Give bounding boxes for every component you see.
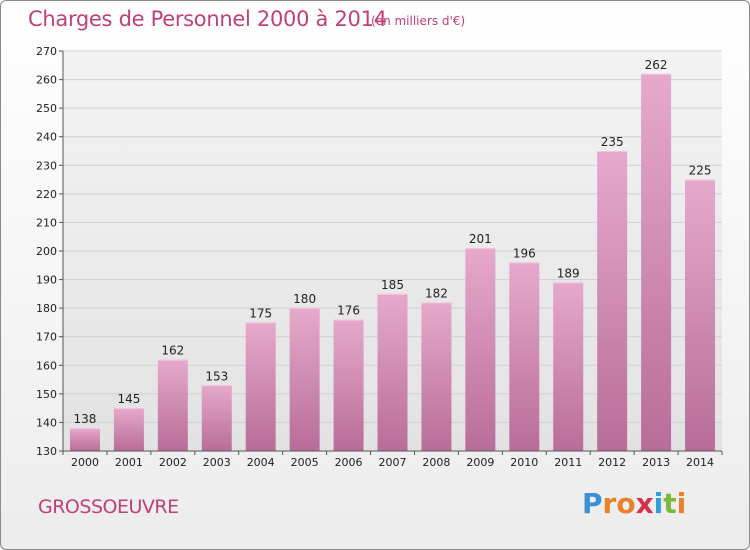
data-label: 182: [425, 286, 448, 300]
data-label: 201: [469, 232, 492, 246]
axes: [62, 51, 723, 455]
data-label: 235: [601, 135, 624, 149]
data-label: 180: [293, 292, 316, 306]
bar-2000: [69, 428, 100, 451]
bar-2013: [641, 73, 672, 451]
y-tick-label: 270: [36, 45, 57, 58]
chart-subtitle: (en milliers d'€): [371, 14, 466, 28]
bar-2014: [685, 179, 716, 452]
bar-2005: [289, 308, 320, 451]
bar-2012: [597, 151, 628, 451]
x-tick-label: 2014: [686, 456, 714, 469]
y-tick-label: 190: [36, 274, 57, 287]
commune-name: GROSSOEUVRE: [38, 496, 179, 518]
y-tick-label: 210: [36, 216, 57, 229]
x-tick-label: 2013: [642, 456, 670, 469]
y-tick-labels: 130 140 150 160 170 180 190 200 210 220 230 240 250 2…: [36, 45, 57, 458]
y-tick-label: 160: [36, 359, 57, 372]
bar-2011: [553, 282, 584, 451]
data-label: 145: [117, 392, 140, 406]
y-tick-label: 220: [36, 188, 57, 201]
logo-letter: o: [616, 487, 636, 520]
y-tick-label: 260: [36, 74, 57, 87]
logo-letter: r: [602, 487, 617, 520]
y-tick-label: 140: [36, 416, 57, 429]
data-label: 153: [205, 369, 228, 383]
bar-2008: [421, 302, 452, 451]
y-tick-label: 230: [36, 159, 57, 172]
x-tick-label: 2007: [379, 456, 407, 469]
bar-2001: [113, 408, 144, 451]
x-tick-label: 2006: [335, 456, 363, 469]
y-tick-label: 130: [36, 445, 57, 458]
bar-2004: [245, 322, 276, 451]
x-tick-label: 2003: [203, 456, 231, 469]
logo-letter: P: [582, 487, 603, 520]
x-tick-labels: 2000 2001 2002 2003 2004 2005 2006 2007 2008 2009…: [71, 456, 714, 469]
bar-2002: [157, 359, 188, 451]
data-labels: 138 145 162 153 175 180 176 185 182 201 196 189 235 2…: [74, 58, 712, 426]
y-tick-label: 150: [36, 388, 57, 401]
y-tick-label: 200: [36, 245, 57, 258]
logo-letter: x: [635, 487, 654, 520]
logo-letter: t: [663, 487, 677, 520]
data-label: 162: [161, 344, 184, 358]
data-label: 185: [381, 278, 404, 292]
y-tick-label: 240: [36, 131, 57, 144]
bar-2010: [509, 262, 540, 451]
x-tick-label: 2011: [554, 456, 582, 469]
chart-title: Charges de Personnel 2000 à 2014: [28, 7, 387, 31]
data-label: 176: [337, 304, 360, 318]
y-tick-label: 170: [36, 331, 57, 344]
x-tick-label: 2001: [115, 456, 143, 469]
bar-2009: [465, 248, 496, 451]
x-tick-label: 2002: [159, 456, 187, 469]
data-label: 225: [689, 164, 712, 178]
bar-2007: [377, 293, 408, 451]
proxiti-logo[interactable]: Proxiti: [582, 487, 686, 520]
x-tick-label: 2010: [510, 456, 538, 469]
x-tick-label: 2004: [247, 456, 275, 469]
data-label: 175: [249, 306, 272, 320]
data-label: 189: [557, 266, 580, 280]
y-tick-label: 250: [36, 102, 57, 115]
x-tick-label: 2009: [466, 456, 494, 469]
bar-2003: [201, 385, 232, 451]
data-label: 138: [74, 412, 97, 426]
logo-letter: i: [676, 487, 687, 520]
bars: [69, 73, 716, 452]
data-label: 196: [513, 246, 536, 260]
x-tick-label: 2012: [598, 456, 626, 469]
bar-2006: [333, 319, 364, 451]
x-tick-label: 2000: [71, 456, 99, 469]
data-label: 262: [645, 58, 668, 72]
x-tick-label: 2008: [422, 456, 450, 469]
x-tick-label: 2005: [291, 456, 319, 469]
y-tick-label: 180: [36, 302, 57, 315]
logo-letter: i: [653, 487, 664, 520]
